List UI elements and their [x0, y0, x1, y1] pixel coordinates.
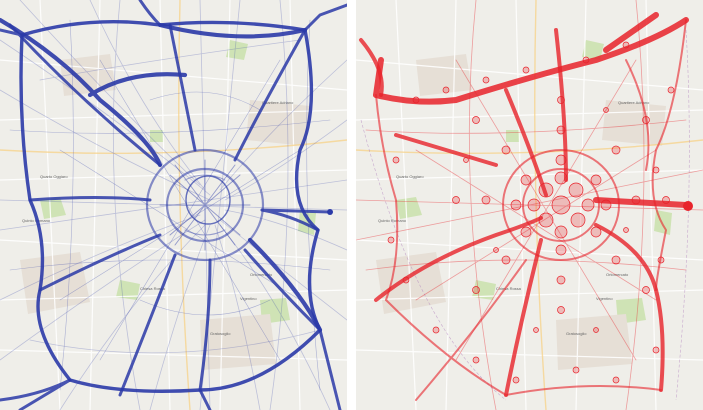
- map-label: Quarto Oggiaro: [40, 174, 68, 179]
- map-label: Chiesa Rossa: [140, 286, 166, 291]
- stop-point-map-svg: Quarto Oggiaro Quinto Romano Chiesa Ross…: [356, 0, 703, 410]
- stop-point-traces: [356, 0, 703, 410]
- map-label: Quartiere Adriano: [262, 100, 294, 105]
- base-map: Quarto Oggiaro Quinto Romano Chiesa Ross…: [0, 0, 347, 410]
- map-label: Ortomercato: [606, 272, 629, 277]
- map-label: Vigentino: [596, 296, 613, 301]
- trajectory-traces: [0, 0, 347, 410]
- stop-points: [387, 41, 675, 384]
- map-label: Gratosoglio: [566, 331, 587, 336]
- stop-point-marker: [683, 201, 693, 211]
- map-label: Gratosoglio: [210, 331, 231, 336]
- base-map: Quarto Oggiaro Quinto Romano Chiesa Ross…: [356, 0, 703, 410]
- map-label: Quinto Romano: [378, 218, 407, 223]
- trajectory-map-svg: Quarto Oggiaro Quinto Romano Chiesa Ross…: [0, 0, 347, 410]
- trajectory-map-panel: Quarto Oggiaro Quinto Romano Chiesa Ross…: [0, 0, 347, 410]
- map-label: Quartiere Adriano: [618, 100, 650, 105]
- stop-point-map-panel: Quarto Oggiaro Quinto Romano Chiesa Ross…: [356, 0, 703, 410]
- map-label: Vigentino: [240, 296, 257, 301]
- map-label: Quarto Oggiaro: [396, 174, 424, 179]
- map-label: Chiesa Rossa: [496, 286, 522, 291]
- map-label: Ortomercato: [250, 272, 273, 277]
